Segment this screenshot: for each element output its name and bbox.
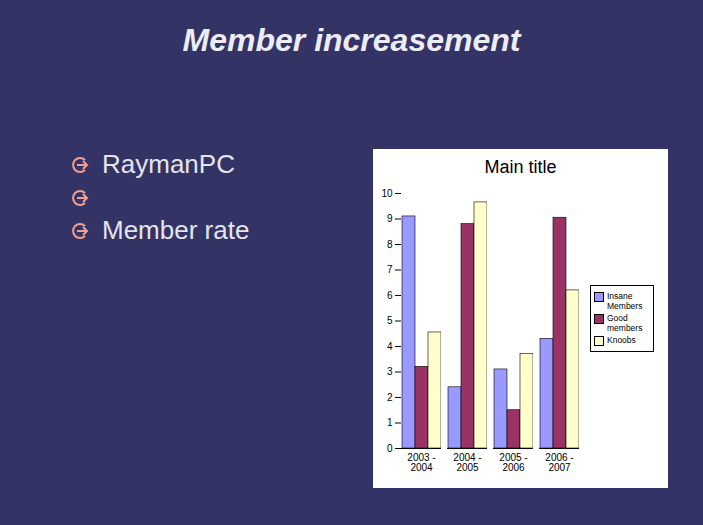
svg-text:10: 10: [381, 188, 393, 199]
svg-text:2003 -2004: 2003 -2004: [407, 452, 435, 473]
html-text:Insane Members: Insane Members: [607, 291, 643, 311]
html-text:Good members: Good members: [607, 313, 643, 333]
svg-text:4: 4: [387, 341, 393, 352]
svg-text:2004 -2005: 2004 -2005: [453, 452, 481, 473]
svg-text:2005 -2006: 2005 -2006: [499, 452, 527, 473]
svg-text:2: 2: [387, 392, 393, 403]
svg-text:2006 -2007: 2006 -2007: [545, 452, 573, 473]
html-text:RaymanPC: RaymanPC: [102, 149, 235, 179]
html-text:Knoobs: Knoobs: [607, 335, 636, 345]
svg-text:1: 1: [387, 417, 393, 428]
html-text:Member increasement: Member increasement: [182, 22, 521, 58]
html-text:Member rate: Member rate: [102, 215, 250, 245]
svg-text:6: 6: [387, 290, 393, 301]
svg-text:9: 9: [387, 213, 393, 224]
svg-text:0: 0: [387, 443, 393, 454]
svg-text:3: 3: [387, 366, 393, 377]
svg-text:8: 8: [387, 239, 393, 250]
svg-text:7: 7: [387, 264, 393, 275]
svg-text:5: 5: [387, 315, 393, 326]
html-text:Main title: Main title: [484, 157, 557, 177]
